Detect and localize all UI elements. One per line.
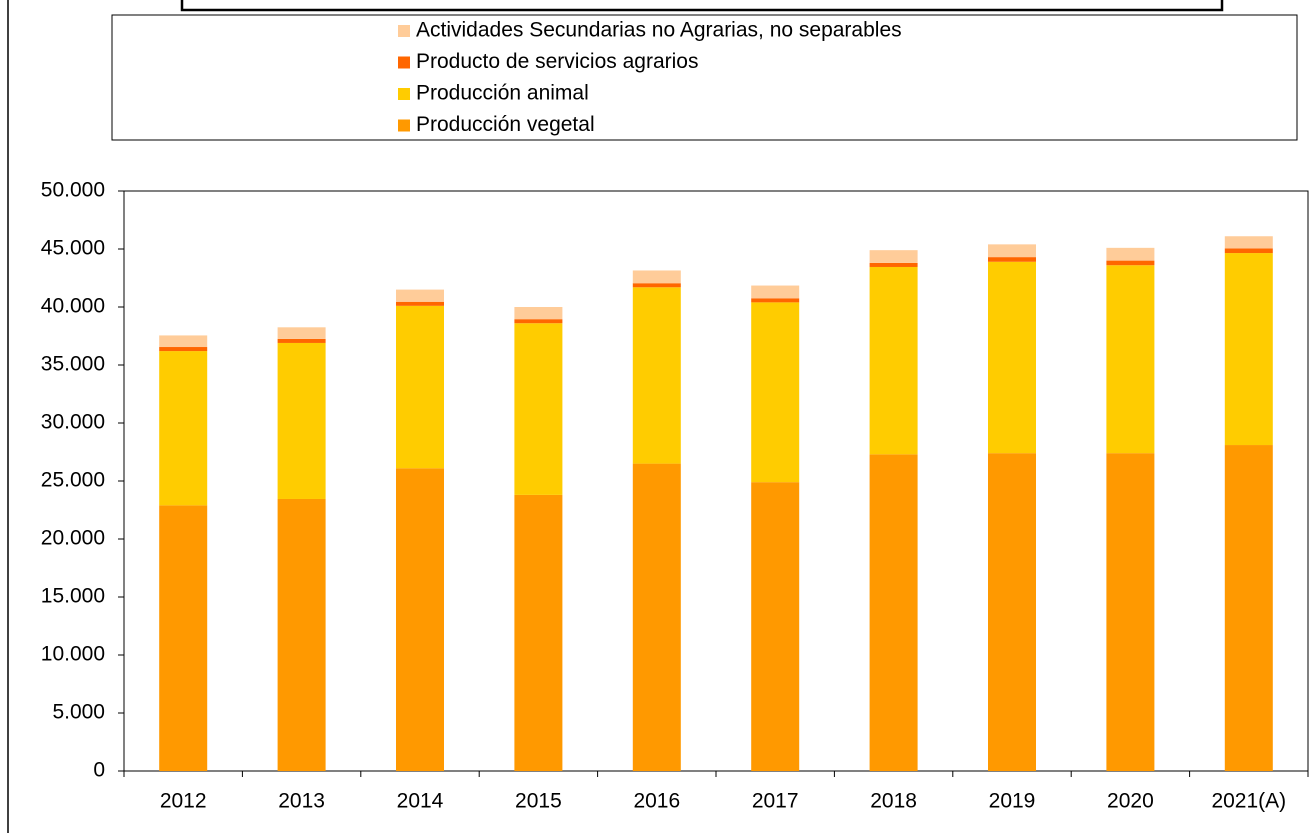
bar-segment [869, 262, 918, 267]
bar-segment [751, 285, 800, 299]
x-tick-label: 2017 [752, 790, 799, 813]
y-tick-label: 30.000 [41, 411, 105, 434]
title-box [180, 0, 1224, 12]
bar-segment [1224, 253, 1273, 446]
legend-label: Producto de servicios agrarios [416, 50, 698, 73]
bar-segment [514, 494, 563, 771]
bar-segment [396, 301, 444, 306]
bar-segment [869, 266, 918, 455]
legend-swatch [398, 88, 410, 100]
bar-segment [1106, 247, 1155, 261]
y-tick-label: 10.000 [41, 643, 105, 666]
legend-label: Producción vegetal [416, 113, 595, 136]
bar-segment [159, 347, 208, 352]
bar-segment [277, 327, 326, 339]
bar-segment [1224, 236, 1273, 249]
x-tick-label: 2021(A) [1211, 790, 1286, 813]
legend-swatch [398, 25, 410, 37]
bar-segment [396, 468, 444, 771]
y-tick-label: 15.000 [41, 585, 105, 608]
bar-segment [159, 335, 208, 348]
bar-segment [751, 482, 800, 771]
bar-segment [159, 505, 208, 771]
bar-segment [1224, 248, 1273, 254]
bar-segment [751, 302, 800, 483]
bar-segment [751, 298, 800, 303]
y-tick-label: 20.000 [41, 527, 105, 550]
legend-box [111, 14, 1298, 141]
legend-label: Producción animal [416, 82, 589, 105]
bar-segment [1106, 265, 1155, 454]
bar-segment [632, 270, 681, 284]
x-tick-label: 2012 [160, 790, 207, 813]
bar-segment [869, 454, 918, 771]
x-tick-label: 2013 [278, 790, 325, 813]
bar-segment [632, 283, 681, 288]
legend-label: Actividades Secundarias no Agrarias, no … [416, 19, 902, 42]
y-tick-label: 50.000 [41, 179, 105, 202]
bar-segment [1106, 260, 1155, 266]
bar-segment [988, 261, 1036, 454]
bar-segment [396, 305, 444, 469]
x-tick-label: 2018 [870, 790, 917, 813]
bar-segment [869, 250, 918, 263]
bar-segment [514, 323, 563, 495]
y-tick-label: 45.000 [41, 237, 105, 260]
x-tick-label: 2015 [515, 790, 562, 813]
bar-segment [988, 453, 1036, 771]
bar-segment [1106, 453, 1155, 771]
x-tick-label: 2014 [397, 790, 444, 813]
bar-segment [988, 257, 1036, 262]
y-tick-label: 5.000 [52, 701, 105, 724]
y-tick-label: 0 [93, 759, 105, 782]
y-tick-label: 35.000 [41, 353, 105, 376]
bar-segment [277, 498, 326, 771]
x-tick-label: 2016 [633, 790, 680, 813]
bar-segment [159, 351, 208, 506]
bar-segment [514, 319, 563, 324]
bar-segment [514, 307, 563, 320]
x-tick-label: 2019 [989, 790, 1036, 813]
y-tick-label: 25.000 [41, 469, 105, 492]
bar-segment [632, 287, 681, 464]
x-tick-label: 2020 [1107, 790, 1154, 813]
legend-swatch [398, 56, 410, 69]
bar-segment [1224, 445, 1273, 771]
bar-segment [396, 289, 444, 302]
y-tick-label: 40.000 [41, 295, 105, 318]
bar-segment [632, 463, 681, 771]
legend-swatch [398, 119, 410, 132]
bar-segment [988, 244, 1036, 258]
bar-segment [277, 338, 326, 343]
bar-segment [277, 342, 326, 499]
